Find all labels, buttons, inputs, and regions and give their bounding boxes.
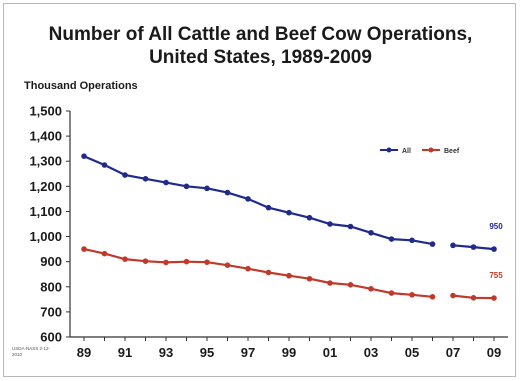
data-point-all [286,209,292,216]
data-point-all [183,183,190,190]
data-point-all [163,179,169,186]
source-note: USDA-NASS 2-12-2010 [12,346,51,357]
data-point-beef [491,295,497,301]
data-point-beef [265,269,272,276]
data-point-beef [122,256,128,262]
data-point-beef [163,259,169,266]
data-point-all [450,242,456,249]
x-tick-label: 93 [159,345,173,360]
data-point-all [142,176,149,182]
y-tick-label: 1,200 [29,179,62,194]
legend-label-beef: Beef [444,148,460,155]
data-point-beef [245,265,251,272]
end-value-label-beef: 755 [489,271,503,280]
data-point-all [327,221,333,227]
data-point-beef [368,285,374,292]
x-tick-label: 91 [118,345,132,360]
data-point-beef [286,272,292,279]
data-point-all [368,229,374,236]
y-tick-label: 1,400 [29,129,62,144]
x-tick-label: 09 [487,345,501,360]
series-line-beef [83,248,433,298]
y-axis-label: Thousand Operations [24,80,138,92]
x-tick-label: 05 [405,345,419,360]
legend-marker-all [386,147,392,153]
y-tick-label: 900 [40,254,62,269]
data-point-all [101,162,108,168]
y-tick-label: 1,500 [29,104,62,119]
data-point-all [429,241,436,247]
legend-marker-beef [428,147,434,153]
y-tick-label: 1,100 [29,204,62,219]
data-point-all [122,172,128,178]
data-point-all [81,153,87,159]
data-point-all [409,237,415,244]
data-point-beef [224,262,231,268]
end-value-label-all: 950 [489,222,503,231]
data-point-beef [183,258,190,265]
data-point-all [306,214,313,221]
y-tick-label: 1,300 [29,154,62,169]
data-point-beef [450,292,456,299]
data-point-beef [142,258,149,264]
data-point-beef [81,246,87,252]
data-point-beef [306,275,313,282]
y-tick-label: 800 [40,279,62,294]
data-point-all [491,246,497,252]
data-point-beef [470,295,477,301]
y-tick-label: 600 [40,330,62,345]
legend-label-all: All [402,148,411,155]
data-point-beef [429,294,436,300]
data-point-all [224,189,231,196]
data-point-all [470,244,477,250]
data-point-beef [204,259,210,265]
chart-frame [3,3,516,377]
y-tick-label: 700 [40,304,62,319]
chart-title-line-1: Number of All Cattle and Beef Cow Operat… [48,24,473,45]
x-tick-label: 01 [323,345,337,360]
data-point-all [204,185,210,192]
x-tick-label: 07 [446,345,460,360]
data-point-beef [347,281,354,288]
data-point-all [245,196,251,202]
series-line-all [83,155,433,246]
y-tick-label: 1,000 [29,229,62,244]
data-point-all [347,223,354,230]
data-point-beef [388,290,395,296]
data-point-all [265,204,272,211]
x-tick-label: 95 [200,345,214,360]
x-tick-label: 89 [77,345,91,360]
data-point-beef [327,280,333,286]
x-tick-label: 97 [241,345,255,360]
x-tick-label: 99 [282,345,296,360]
data-point-beef [101,250,108,257]
x-tick-label: 03 [364,345,378,360]
data-point-beef [409,292,415,298]
data-point-all [388,236,395,242]
chart-title-line-2: United States, 1989-2009 [149,47,372,68]
